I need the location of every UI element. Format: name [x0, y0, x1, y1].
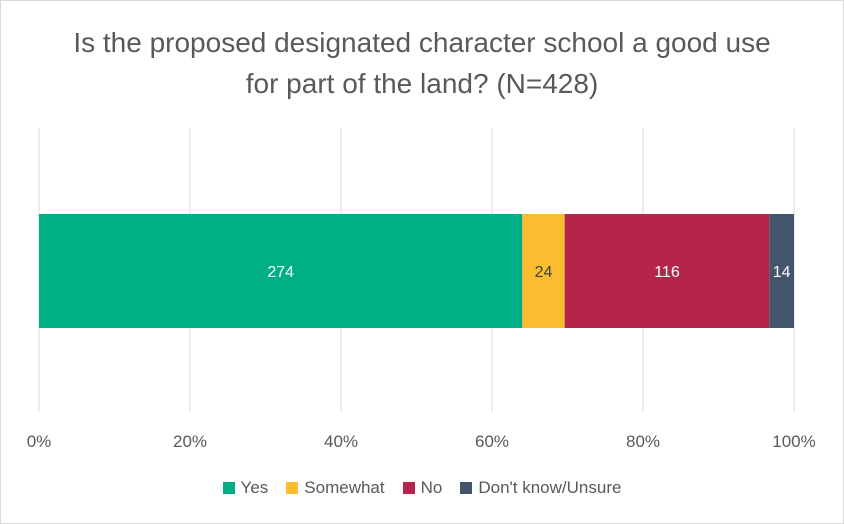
bar-segment-yes	[39, 214, 523, 328]
legend-item: Don't know/Unsure	[460, 478, 621, 498]
x-tick-label: 60%	[475, 432, 509, 451]
legend-label: No	[420, 478, 443, 497]
x-tick-label: 20%	[173, 432, 207, 451]
legend-item: Somewhat	[286, 478, 385, 498]
data-label: 14	[773, 264, 791, 281]
legend-label: Yes	[240, 478, 269, 497]
legend-swatch	[460, 482, 473, 494]
bar-segment-don-t-know-unsure	[769, 214, 794, 328]
x-tick-label: 0%	[27, 432, 52, 451]
legend-label: Don't know/Unsure	[478, 478, 622, 497]
data-label: 274	[267, 264, 294, 281]
bar-segments	[39, 214, 794, 328]
legend-item: No	[402, 478, 443, 498]
legend-swatch	[286, 482, 299, 494]
legend-swatch	[222, 482, 235, 494]
data-label: 24	[535, 264, 553, 281]
x-tick-label: 100%	[772, 432, 815, 451]
chart-title: Is the proposed designated character sch…	[73, 27, 771, 99]
legend-label: Somewhat	[304, 478, 385, 497]
data-labels: 274 24 116 14	[267, 264, 790, 281]
bar-segment-no	[564, 214, 770, 328]
chart-legend: Yes Somewhat No Don't know/Unsure	[0, 478, 844, 498]
legend-swatch	[402, 482, 415, 494]
bar-segment-somewhat	[522, 214, 565, 328]
data-label: 116	[654, 264, 680, 281]
legend-item: Yes	[222, 478, 269, 498]
x-tick-label: 80%	[626, 432, 660, 451]
x-tick-label: 40%	[324, 432, 358, 451]
x-axis-tick-labels: 0% 20% 40% 60% 80% 100%	[27, 432, 816, 451]
